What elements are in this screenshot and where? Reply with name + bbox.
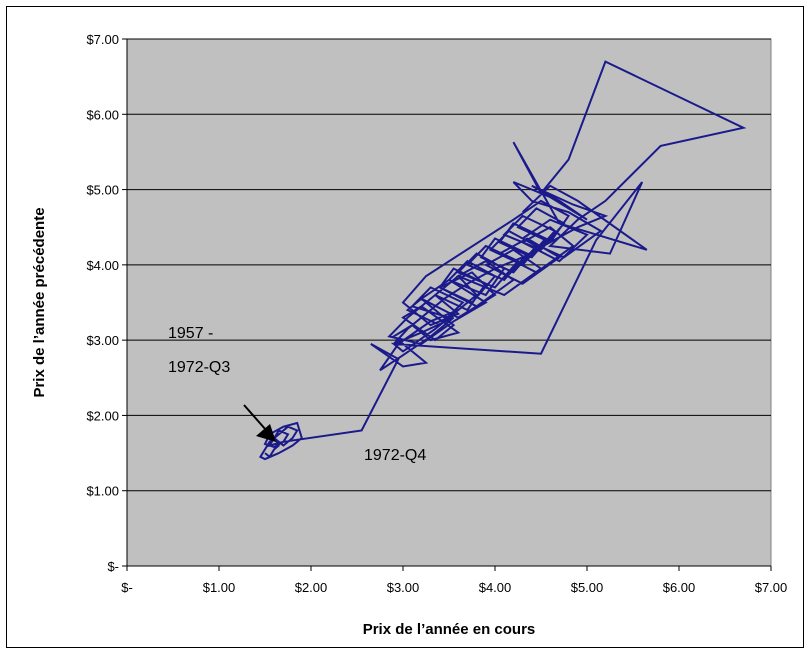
y-tick-label-7: $7.00 — [86, 32, 119, 47]
x-tick-label-5: $5.00 — [571, 580, 604, 595]
y-tick-label-5: $5.00 — [86, 183, 119, 198]
series-layer — [258, 60, 747, 461]
x-tick-label-3: $3.00 — [387, 580, 420, 595]
tick-labels: $- $1.00 $2.00 $3.00 $4.00 $5.00 $6.00 $7.00 $- $… — [86, 32, 787, 595]
y-tick-label-2: $2.00 — [86, 408, 119, 423]
x-tick-label-0: $- — [121, 580, 133, 595]
x-tick-label-6: $6.00 — [663, 580, 696, 595]
annotation-early-line2: 1972-Q3 — [168, 359, 230, 376]
y-tick-label-0: $- — [107, 559, 119, 574]
x-tick-label-1: $1.00 — [203, 580, 236, 595]
x-tick-label-7: $7.00 — [755, 580, 788, 595]
axes — [122, 38, 772, 571]
y-tick-label-1: $1.00 — [86, 484, 119, 499]
x-tick-label-4: $4.00 — [479, 580, 512, 595]
annotation-arrowhead — [256, 424, 276, 442]
annotation-break: 1972-Q4 — [364, 447, 426, 464]
y-tick-label-3: $3.00 — [86, 333, 119, 348]
x-axis-title: Prix de l’année en cours — [363, 621, 536, 638]
annotation-arrow — [243, 404, 267, 431]
y-axis-title: Prix de l’année précédente — [31, 207, 48, 397]
series-line-0 — [258, 60, 747, 461]
x-tick-label-2: $2.00 — [295, 580, 328, 595]
y-tick-label-4: $4.00 — [86, 258, 119, 273]
y-tick-label-6: $6.00 — [86, 107, 119, 122]
annotation-early-line1: 1957 - — [168, 325, 213, 342]
gridlines — [127, 38, 771, 492]
